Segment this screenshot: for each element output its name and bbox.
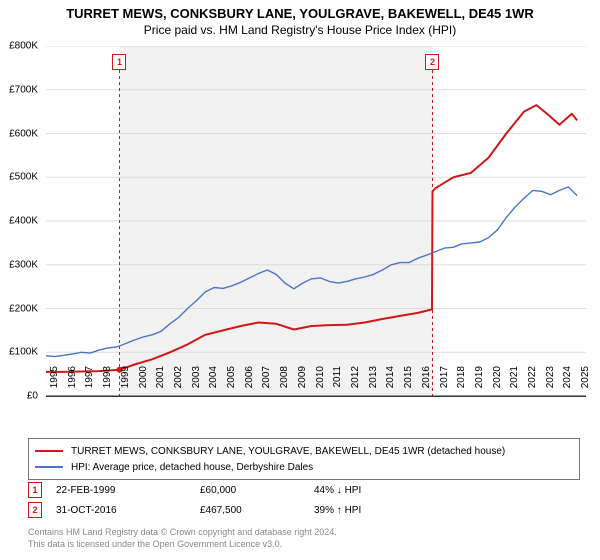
chart-sale-marker: 2 <box>425 54 439 70</box>
x-axis-tick-label: 2005 <box>226 366 237 402</box>
x-axis-tick-label: 2008 <box>279 366 290 402</box>
x-axis-tick-label: 2011 <box>332 366 343 402</box>
legend-label-hpi: HPI: Average price, detached house, Derb… <box>71 462 313 473</box>
x-axis-tick-label: 2012 <box>350 366 361 402</box>
x-axis-tick-label: 2006 <box>244 366 255 402</box>
sale-pct-vs-hpi: 39% ↑ HPI <box>314 505 414 516</box>
y-axis-tick-label: £0 <box>0 391 38 402</box>
footer-line: Contains HM Land Registry data © Crown c… <box>28 526 337 538</box>
y-axis-tick-label: £300K <box>0 259 38 270</box>
x-axis-tick-label: 2022 <box>527 366 538 402</box>
sale-price: £60,000 <box>200 485 300 496</box>
x-axis-tick-label: 1996 <box>67 366 78 402</box>
chart-svg <box>46 46 586 397</box>
sale-row: 2 31-OCT-2016 £467,500 39% ↑ HPI <box>28 500 580 520</box>
x-axis-tick-label: 2003 <box>191 366 202 402</box>
y-axis-tick-label: £600K <box>0 128 38 139</box>
sale-annotations: 1 22-FEB-1999 £60,000 44% ↓ HPI 2 31-OCT… <box>28 480 580 520</box>
chart-title: TURRET MEWS, CONKSBURY LANE, YOULGRAVE, … <box>0 0 600 21</box>
sale-date: 22-FEB-1999 <box>56 485 186 496</box>
x-axis-tick-label: 2014 <box>385 366 396 402</box>
legend-swatch-hpi <box>35 466 63 468</box>
y-axis-tick-label: £700K <box>0 84 38 95</box>
x-axis-tick-label: 2023 <box>545 366 556 402</box>
sale-price: £467,500 <box>200 505 300 516</box>
x-axis-tick-label: 2001 <box>155 366 166 402</box>
x-axis-tick-label: 2025 <box>580 366 591 402</box>
chart-container: TURRET MEWS, CONKSBURY LANE, YOULGRAVE, … <box>0 0 600 560</box>
sale-row: 1 22-FEB-1999 £60,000 44% ↓ HPI <box>28 480 580 500</box>
y-axis-tick-label: £500K <box>0 172 38 183</box>
x-axis-tick-label: 1995 <box>49 366 60 402</box>
y-axis-tick-label: £800K <box>0 41 38 52</box>
x-axis-tick-label: 1999 <box>120 366 131 402</box>
sale-date: 31-OCT-2016 <box>56 505 186 516</box>
legend-row: HPI: Average price, detached house, Derb… <box>35 459 573 475</box>
x-axis-tick-label: 2002 <box>173 366 184 402</box>
x-axis-tick-label: 2018 <box>456 366 467 402</box>
x-axis-tick-label: 2000 <box>138 366 149 402</box>
x-axis-tick-label: 1998 <box>102 366 113 402</box>
y-axis-tick-label: £200K <box>0 303 38 314</box>
sale-pct-vs-hpi: 44% ↓ HPI <box>314 485 414 496</box>
x-axis-tick-label: 2017 <box>439 366 450 402</box>
x-axis-tick-label: 2019 <box>474 366 485 402</box>
sale-marker-2: 2 <box>28 502 42 518</box>
x-axis-tick-label: 1997 <box>84 366 95 402</box>
x-axis-tick-label: 2020 <box>492 366 503 402</box>
x-axis-tick-label: 2010 <box>315 366 326 402</box>
footer-line: This data is licensed under the Open Gov… <box>28 538 337 550</box>
legend-swatch-price <box>35 450 63 452</box>
y-axis-tick-label: £400K <box>0 216 38 227</box>
legend: TURRET MEWS, CONKSBURY LANE, YOULGRAVE, … <box>28 438 580 480</box>
legend-row: TURRET MEWS, CONKSBURY LANE, YOULGRAVE, … <box>35 443 573 459</box>
x-axis-tick-label: 2024 <box>562 366 573 402</box>
sale-marker-1: 1 <box>28 482 42 498</box>
y-axis-tick-label: £100K <box>0 347 38 358</box>
chart-subtitle: Price paid vs. HM Land Registry's House … <box>0 21 600 37</box>
x-axis-tick-label: 2004 <box>208 366 219 402</box>
chart-sale-marker: 1 <box>112 54 126 70</box>
x-axis-tick-label: 2007 <box>261 366 272 402</box>
x-axis-tick-label: 2013 <box>368 366 379 402</box>
chart-plot-area: £0£100K£200K£300K£400K£500K£600K£700K£80… <box>46 46 586 396</box>
x-axis-tick-label: 2015 <box>403 366 414 402</box>
footer-attribution: Contains HM Land Registry data © Crown c… <box>28 526 337 550</box>
x-axis-tick-label: 2021 <box>509 366 520 402</box>
x-axis-tick-label: 2009 <box>297 366 308 402</box>
x-axis-tick-label: 2016 <box>421 366 432 402</box>
legend-label-price: TURRET MEWS, CONKSBURY LANE, YOULGRAVE, … <box>71 446 505 457</box>
